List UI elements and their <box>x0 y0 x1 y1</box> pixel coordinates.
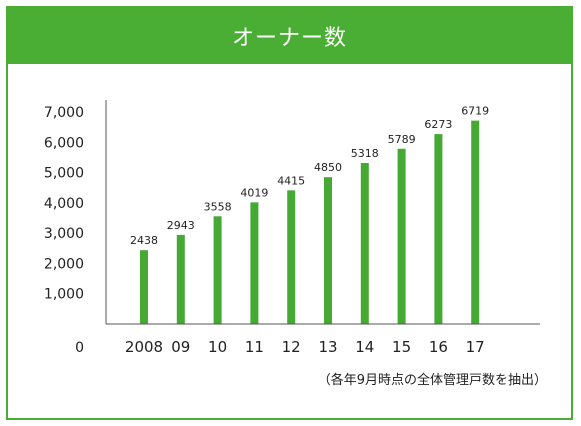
x-tick-label: 16 <box>429 338 448 356</box>
data-label: 4415 <box>277 174 305 187</box>
chart-title: オーナー数 <box>8 8 571 64</box>
data-labels: 2438 2943 3558 4019 4415 4850 5318 5789 6273 6719 <box>130 105 489 248</box>
data-label: 3558 <box>204 200 232 213</box>
bar <box>471 120 480 325</box>
bar <box>140 250 148 324</box>
y-tick-label: 4,000 <box>44 196 84 212</box>
data-label: 2438 <box>130 234 158 247</box>
y-tick-label: 1,000 <box>44 287 84 303</box>
y-tick-label: 6,000 <box>44 135 84 151</box>
data-label: 4019 <box>240 186 268 199</box>
bar <box>324 177 332 324</box>
y-axis-labels: 0 1,000 2,000 3,000 4,000 5,000 6,000 7,000 <box>44 105 84 356</box>
bar <box>250 202 259 324</box>
data-label: 5789 <box>388 133 416 146</box>
bar <box>176 234 185 324</box>
bar <box>434 134 443 324</box>
data-label: 5318 <box>351 147 379 160</box>
footnote: （各年9月時点の全体管理戸数を抽出） <box>317 373 547 388</box>
y-tick-label: 0 <box>75 340 84 356</box>
data-label: 2943 <box>167 219 195 232</box>
data-label: 6273 <box>424 118 452 131</box>
x-tick-label: 17 <box>466 338 485 356</box>
bar <box>360 163 369 324</box>
x-tick-label: 10 <box>208 338 227 356</box>
y-tick-label: 7,000 <box>44 105 84 121</box>
data-label: 4850 <box>314 161 342 174</box>
y-tick-label: 5,000 <box>44 166 84 182</box>
x-tick-label: 11 <box>245 338 264 356</box>
x-tick-label: 2008 <box>125 338 163 356</box>
x-tick-label: 12 <box>282 338 301 356</box>
y-tick-label: 2,000 <box>44 256 84 272</box>
bar <box>287 190 296 324</box>
y-tick-label: 3,000 <box>44 226 84 242</box>
bars <box>140 120 480 325</box>
bar <box>213 216 222 324</box>
data-label: 6719 <box>461 105 489 118</box>
x-tick-label: 09 <box>171 338 190 356</box>
bar <box>397 148 406 324</box>
x-tick-label: 13 <box>318 338 337 356</box>
x-tick-label: 15 <box>392 338 411 356</box>
x-tick-label: 14 <box>355 338 374 356</box>
x-axis-labels: 2008 09 10 11 12 13 14 15 16 17 <box>125 338 485 356</box>
